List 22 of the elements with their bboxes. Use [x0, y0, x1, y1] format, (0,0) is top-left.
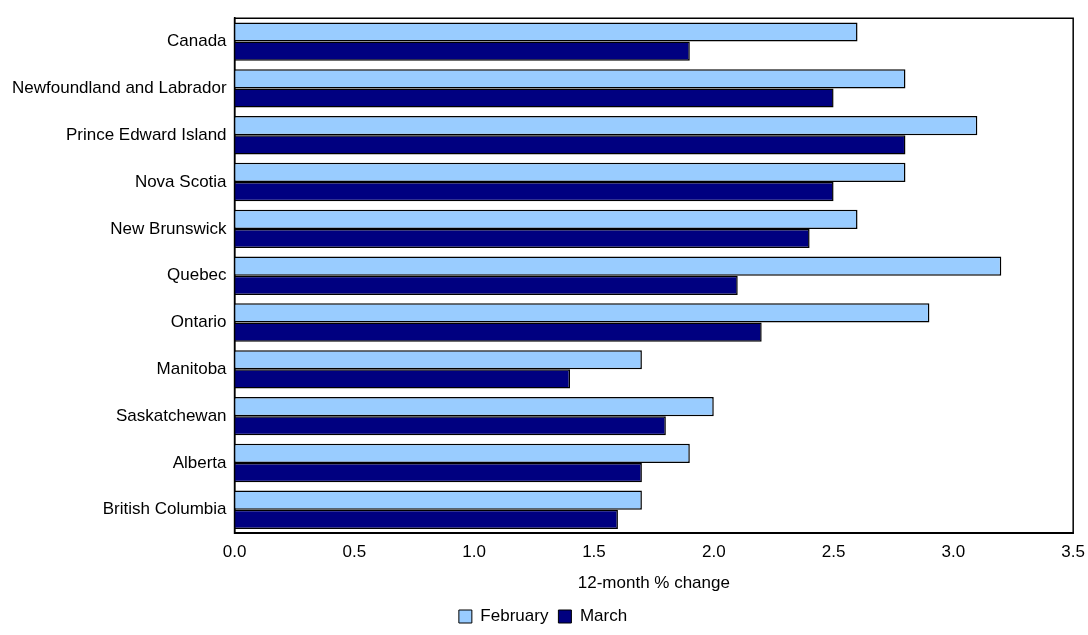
x-tick-label: 1.0 — [462, 542, 486, 562]
y-tick-label: Alberta — [172, 452, 228, 472]
legend-label: March — [579, 606, 628, 626]
legend-label: February — [480, 606, 549, 626]
y-tick-label: Quebec — [167, 265, 228, 285]
x-tick-label: 2.0 — [701, 542, 726, 562]
x-tick-label: 2.5 — [821, 542, 846, 562]
y-tick-label: British Columbia — [102, 499, 228, 519]
x-tick-label: 0.5 — [342, 542, 367, 562]
y-tick-label: New Brunswick — [110, 218, 228, 238]
y-tick-label: Manitoba — [156, 359, 228, 379]
x-tick-label: 1.5 — [582, 542, 606, 562]
y-tick-label: Newfoundland and Labrador — [11, 78, 227, 98]
x-tick-label: 0.0 — [222, 542, 247, 562]
x-tick-label: 3.0 — [941, 542, 966, 562]
y-tick-label: Ontario — [170, 312, 227, 332]
y-tick-label: Nova Scotia — [134, 171, 228, 191]
y-tick-label: Saskatchewan — [115, 405, 227, 425]
x-tick-label: 3.5 — [1061, 542, 1085, 562]
y-tick-label: Canada — [166, 31, 228, 51]
x-axis-title: 12-month % change — [577, 573, 730, 593]
y-tick-label: Prince Edward Island — [65, 124, 227, 144]
